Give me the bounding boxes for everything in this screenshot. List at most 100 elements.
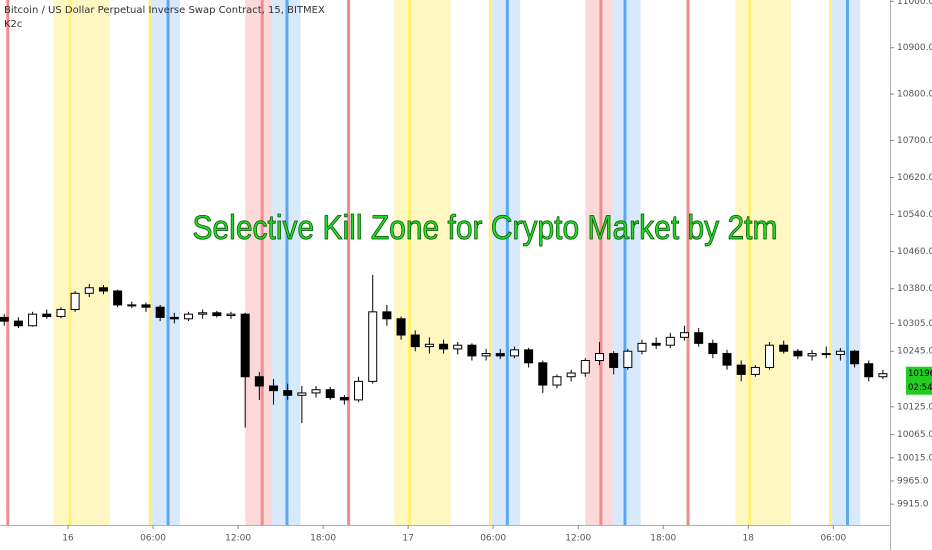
zone-line <box>347 0 351 525</box>
candle-body <box>566 372 576 378</box>
candle-body <box>311 389 321 394</box>
candle-body <box>212 312 222 317</box>
zone-line <box>828 0 832 525</box>
x-tick-label: 17 <box>402 534 413 544</box>
zones <box>6 0 861 525</box>
zone-line <box>6 0 10 525</box>
y-tick-label: 10015.0 <box>897 453 932 463</box>
candle-body <box>509 349 519 357</box>
candle-body <box>594 353 604 362</box>
zone-band <box>53 0 110 525</box>
candle-body <box>864 363 874 378</box>
zone-line <box>148 0 152 525</box>
zone-line <box>623 0 627 525</box>
y-tick-label: 10245.0 <box>897 347 932 357</box>
zone-line <box>845 0 849 525</box>
candle-body <box>623 350 633 368</box>
candle-body <box>368 311 378 382</box>
zone-band <box>490 0 521 525</box>
candle-body <box>269 385 279 392</box>
zone-line <box>599 0 603 525</box>
candle-body <box>750 366 760 375</box>
zone-line <box>285 0 289 525</box>
candle-body <box>42 313 52 317</box>
candle-body <box>651 342 661 346</box>
candle-body <box>0 316 9 322</box>
candle-body <box>183 313 193 320</box>
zone-line <box>166 0 170 525</box>
candle-body <box>552 376 562 386</box>
zone-line <box>505 0 509 525</box>
y-tick-label: 9965.0 <box>897 476 929 486</box>
candle-body <box>694 332 704 344</box>
candle-body <box>13 320 23 327</box>
candle-body <box>495 353 505 357</box>
candle-body <box>850 350 860 365</box>
candle-body <box>736 364 746 375</box>
candle-body <box>396 318 406 336</box>
y-tick-label: 10125.0 <box>897 402 932 412</box>
candle-body <box>84 287 94 294</box>
candle-body <box>283 390 293 396</box>
candle-body <box>339 397 349 401</box>
zone-line <box>260 0 264 525</box>
zone-line <box>68 0 72 525</box>
candle-body <box>382 311 392 320</box>
candle-body <box>765 344 775 368</box>
candle-body <box>70 292 80 311</box>
candle-body <box>878 373 888 378</box>
zone-line <box>488 0 492 525</box>
candle-body <box>665 336 675 346</box>
x-tick-label: 18:00 <box>310 534 336 544</box>
candle-body <box>254 376 264 387</box>
axes: 11000.0 10900.0 10800.0 10700.0 10620.0 10540… <box>62 0 932 544</box>
x-tick-label: 06:00 <box>480 534 506 544</box>
candle-body <box>453 344 463 350</box>
candle-body <box>580 360 590 374</box>
last-price-label: 10196.5 <box>908 369 932 379</box>
y-tick-label: 11000.0 <box>897 0 932 7</box>
candle-body <box>835 350 845 355</box>
candle-body <box>56 309 66 317</box>
candle-body <box>240 313 250 378</box>
x-tick-label: 18:00 <box>650 534 676 544</box>
candle-body <box>467 344 477 357</box>
candle-body <box>722 353 732 366</box>
candle-body <box>779 344 789 352</box>
candle-body <box>793 350 803 357</box>
candle-body <box>524 349 534 364</box>
candle-body <box>354 380 364 401</box>
candle-body <box>481 353 491 357</box>
candle-body <box>410 334 420 348</box>
zone-line <box>686 0 690 525</box>
zone-band <box>245 0 273 525</box>
last-price-box <box>906 366 932 395</box>
candle-body <box>198 312 208 315</box>
y-tick-label: 10460.0 <box>897 247 932 257</box>
zone-band <box>393 0 451 525</box>
y-tick-label: 10620.0 <box>897 173 932 183</box>
candle-body <box>98 287 108 292</box>
candle-body <box>538 362 548 386</box>
x-tick-label: 12:00 <box>225 534 251 544</box>
candle-body <box>807 353 817 357</box>
x-tick-label: 06:00 <box>820 534 846 544</box>
y-tick-label: 10700.0 <box>897 136 932 146</box>
zone-line <box>748 0 752 525</box>
candle-body <box>28 313 38 327</box>
zone-band <box>150 0 180 525</box>
zone-band <box>830 0 861 525</box>
candles <box>0 274 888 428</box>
zone-band <box>735 0 791 525</box>
candle-body <box>297 392 307 396</box>
candle-body <box>141 304 151 308</box>
x-tick-label: 12:00 <box>565 534 591 544</box>
candle-body <box>680 332 690 338</box>
y-tick-label: 10540.0 <box>897 210 932 220</box>
candle-body <box>325 389 335 399</box>
candle-body <box>424 343 434 348</box>
zone-band <box>585 0 613 525</box>
candle-body <box>127 304 137 307</box>
y-tick-label: 10380.0 <box>897 284 932 294</box>
